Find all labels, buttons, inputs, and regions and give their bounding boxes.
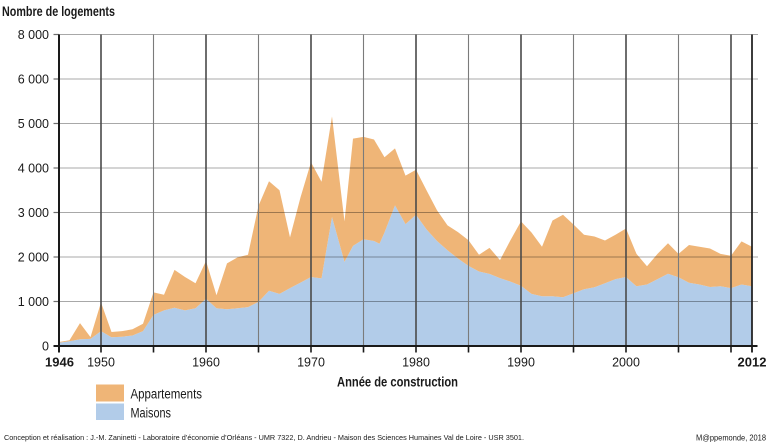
svg-text:2000: 2000: [612, 356, 640, 370]
svg-text:Nombre de logements: Nombre de logements: [2, 3, 115, 19]
svg-text:1980: 1980: [402, 356, 430, 370]
svg-text:1990: 1990: [507, 356, 535, 370]
svg-text:0: 0: [42, 339, 49, 353]
svg-text:1 000: 1 000: [18, 295, 49, 309]
svg-text:Année de construction: Année de construction: [337, 374, 458, 389]
svg-text:2 000: 2 000: [18, 250, 49, 264]
svg-text:1946: 1946: [45, 355, 74, 370]
svg-text:1950: 1950: [87, 356, 115, 370]
svg-text:4 000: 4 000: [18, 161, 49, 175]
svg-text:2012: 2012: [738, 355, 767, 370]
svg-text:3 000: 3 000: [18, 206, 49, 220]
svg-text:6 000: 6 000: [18, 72, 49, 86]
svg-text:Maisons: Maisons: [131, 406, 172, 421]
svg-text:1960: 1960: [192, 356, 220, 370]
svg-text:1970: 1970: [297, 356, 325, 370]
svg-text:Appartements: Appartements: [131, 386, 203, 401]
svg-text:5 000: 5 000: [18, 117, 49, 131]
svg-text:Conception et réalisation : J.: Conception et réalisation : J.-M. Zanine…: [4, 433, 524, 442]
svg-text:8 000: 8 000: [18, 28, 49, 42]
svg-text:M@ppemonde, 2018: M@ppemonde, 2018: [696, 433, 766, 443]
